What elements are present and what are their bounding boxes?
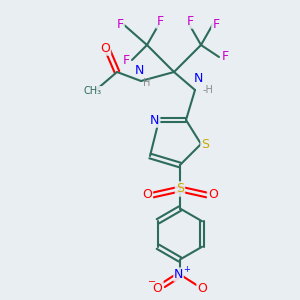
Text: S: S [176, 182, 184, 196]
Text: O: O [198, 281, 207, 295]
Text: −: − [148, 277, 156, 287]
Text: F: F [116, 17, 124, 31]
Text: F: F [157, 14, 164, 28]
Text: +: + [183, 265, 190, 274]
Text: O: O [153, 281, 162, 295]
Text: H: H [143, 77, 150, 88]
Text: F: F [212, 17, 220, 31]
Text: N: N [150, 113, 159, 127]
Text: N: N [135, 64, 144, 76]
Text: F: F [221, 50, 229, 64]
Text: S: S [202, 137, 209, 151]
Text: O: O [208, 188, 218, 202]
Text: F: F [122, 53, 130, 67]
Text: -H: -H [202, 85, 213, 95]
Text: N: N [174, 268, 183, 281]
Text: CH₃: CH₃ [84, 86, 102, 97]
Text: F: F [187, 14, 194, 28]
Text: N: N [193, 73, 203, 85]
Text: O: O [100, 41, 110, 55]
Text: O: O [142, 188, 152, 202]
